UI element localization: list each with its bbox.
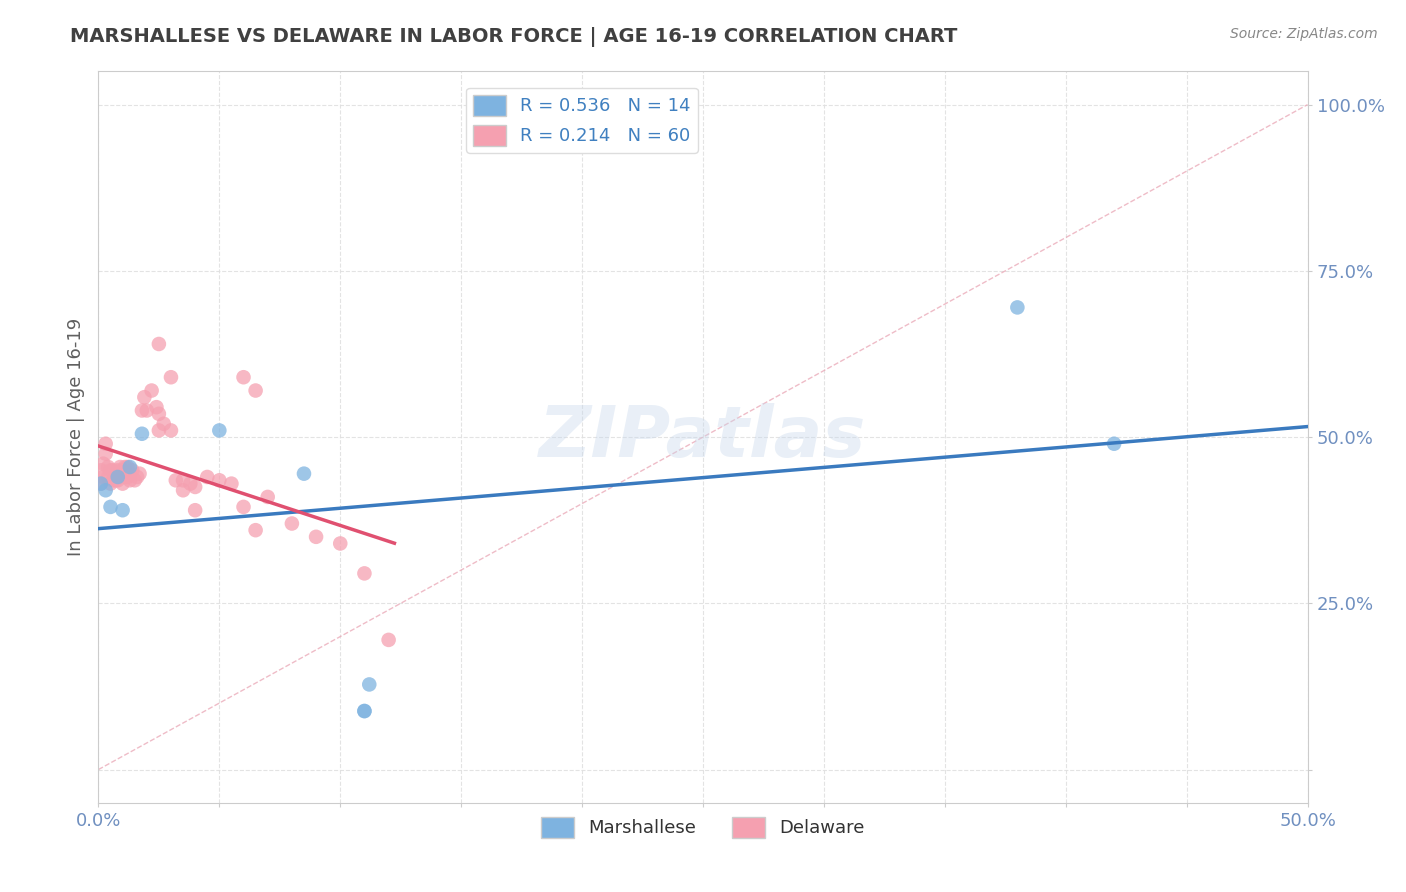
- Point: [108, 467, 131, 481]
- Point: [305, 530, 328, 544]
- Point: [134, 390, 156, 404]
- Point: [232, 370, 254, 384]
- Point: [91, 470, 114, 484]
- Point: [208, 424, 231, 438]
- Point: [135, 403, 157, 417]
- Point: [104, 473, 127, 487]
- Point: [184, 503, 207, 517]
- Text: ZIPatlas: ZIPatlas: [540, 402, 866, 472]
- Point: [179, 476, 201, 491]
- Point: [91, 457, 114, 471]
- Point: [208, 473, 231, 487]
- Point: [100, 476, 122, 491]
- Y-axis label: In Labor Force | Age 16-19: In Labor Force | Age 16-19: [66, 318, 84, 557]
- Point: [1007, 301, 1029, 315]
- Point: [353, 566, 375, 581]
- Point: [195, 470, 218, 484]
- Point: [107, 463, 129, 477]
- Point: [94, 447, 117, 461]
- Point: [90, 476, 112, 491]
- Point: [90, 476, 112, 491]
- Point: [329, 536, 352, 550]
- Point: [245, 523, 267, 537]
- Point: [292, 467, 315, 481]
- Point: [107, 473, 129, 487]
- Point: [165, 473, 187, 487]
- Point: [104, 467, 127, 481]
- Point: [94, 436, 117, 450]
- Point: [124, 473, 146, 487]
- Point: [1102, 436, 1125, 450]
- Point: [97, 470, 120, 484]
- Point: [97, 460, 120, 475]
- Point: [94, 483, 117, 498]
- Point: [232, 500, 254, 514]
- Point: [256, 490, 278, 504]
- Point: [117, 470, 139, 484]
- Point: [377, 632, 399, 647]
- Point: [145, 400, 167, 414]
- Point: [121, 463, 143, 477]
- Point: [359, 677, 381, 691]
- Point: [353, 704, 375, 718]
- Point: [117, 460, 139, 475]
- Point: [100, 463, 122, 477]
- Point: [141, 384, 163, 398]
- Point: [148, 424, 170, 438]
- Point: [128, 467, 150, 481]
- Point: [100, 500, 122, 514]
- Point: [111, 503, 134, 517]
- Point: [101, 463, 124, 477]
- Point: [114, 470, 136, 484]
- Legend: Marshallese, Delaware: Marshallese, Delaware: [534, 810, 872, 845]
- Point: [281, 516, 304, 531]
- Point: [127, 470, 149, 484]
- Point: [148, 407, 170, 421]
- Point: [160, 370, 183, 384]
- Text: MARSHALLESE VS DELAWARE IN LABOR FORCE | AGE 16-19 CORRELATION CHART: MARSHALLESE VS DELAWARE IN LABOR FORCE |…: [70, 27, 957, 46]
- Point: [101, 473, 124, 487]
- Point: [172, 483, 194, 498]
- Point: [131, 403, 153, 417]
- Point: [160, 424, 183, 438]
- Point: [152, 417, 174, 431]
- Point: [111, 463, 134, 477]
- Point: [118, 473, 141, 487]
- Point: [245, 384, 267, 398]
- Point: [353, 704, 375, 718]
- Point: [107, 470, 129, 484]
- Point: [131, 426, 153, 441]
- Text: Source: ZipAtlas.com: Source: ZipAtlas.com: [1230, 27, 1378, 41]
- Point: [111, 476, 134, 491]
- Point: [172, 473, 194, 487]
- Point: [118, 460, 141, 475]
- Point: [118, 467, 141, 481]
- Point: [90, 463, 112, 477]
- Point: [221, 476, 243, 491]
- Point: [148, 337, 170, 351]
- Point: [184, 480, 207, 494]
- Point: [114, 460, 136, 475]
- Point: [108, 460, 131, 475]
